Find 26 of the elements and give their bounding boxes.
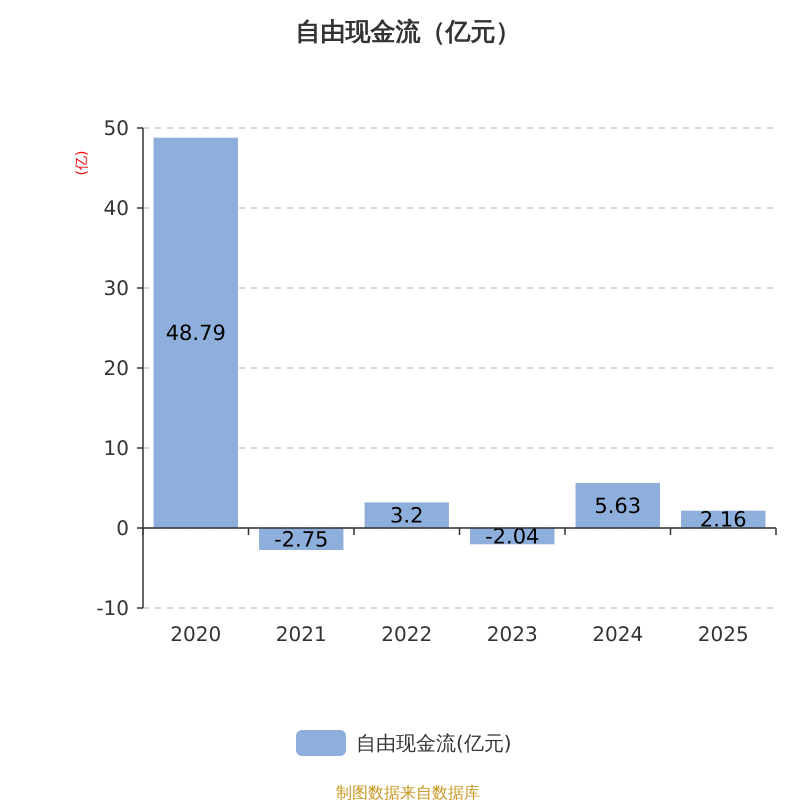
y-tick-label: 10 [104, 436, 129, 460]
data-label: 2.16 [700, 508, 747, 532]
y-tick-label: 50 [104, 116, 129, 140]
x-tick-label: 2024 [592, 622, 644, 646]
data-label: 3.2 [390, 504, 424, 528]
text: 制图数据来自数据库 [336, 783, 480, 800]
bar [364, 502, 449, 528]
x-tick-label: 2025 [698, 622, 749, 646]
y-tick-label: -10 [96, 596, 129, 620]
x-tick-label: 2023 [486, 622, 538, 646]
chart-title: 自由现金流（亿元） [296, 17, 520, 46]
x-tick-label: 2022 [381, 622, 432, 646]
bar [154, 138, 238, 528]
data-label: 48.79 [166, 321, 226, 346]
x-tick-label: 2021 [276, 622, 327, 646]
y-tick-label: 0 [116, 516, 129, 540]
data-label: 5.63 [594, 494, 642, 518]
y-tick-label: 30 [104, 276, 129, 300]
data-label: -2.04 [485, 524, 540, 549]
legend-label: 自由现金流(亿元) [356, 731, 512, 755]
y-tick-label: 20 [104, 356, 129, 380]
bar [576, 482, 660, 528]
x-tick-label: 2020 [170, 622, 222, 646]
y-tick-label: 40 [104, 196, 129, 220]
y-axis-title: (亿) [74, 150, 90, 176]
data-label: -2.75 [274, 527, 328, 552]
